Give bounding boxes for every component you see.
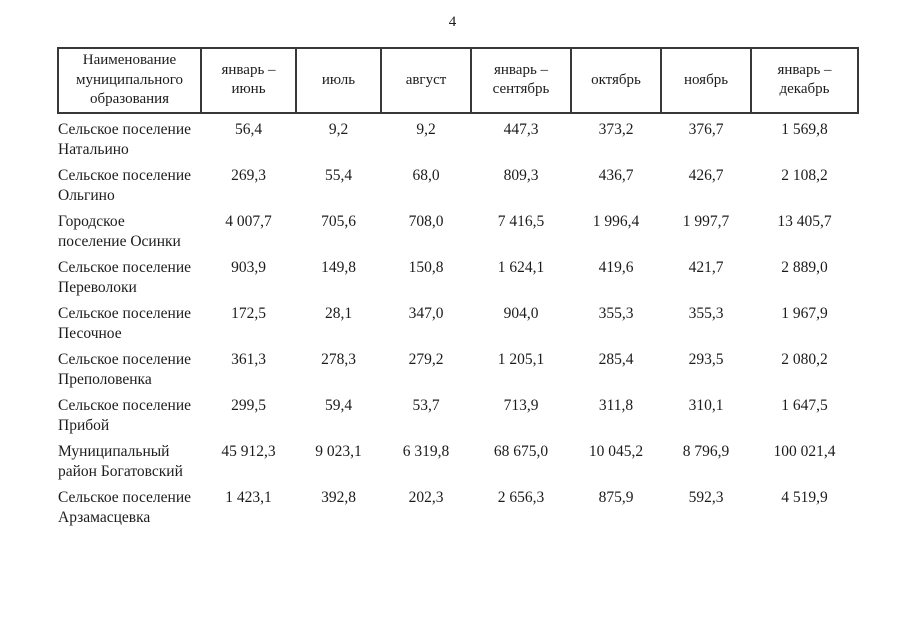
value-cell: 392,8	[321, 488, 356, 506]
value-cell: 4 519,9	[781, 488, 828, 506]
table-row: Сельское поселение Прибой 299,5 59,4 53,…	[58, 391, 858, 437]
value-cell: 903,9	[231, 258, 266, 276]
value-cell: 1 647,5	[781, 396, 828, 414]
header-cell-municipality: Наименование муниципального образования	[57, 47, 202, 114]
value-cell: 361,3	[231, 350, 266, 368]
value-cell: 9,2	[328, 120, 349, 138]
row-name: Сельское поселение Преполовенка	[58, 350, 191, 388]
value-cell: 2 108,2	[781, 166, 828, 184]
table-row: Сельское поселение Песочное 172,5 28,1 3…	[58, 299, 858, 345]
value-cell: 419,6	[598, 258, 634, 276]
value-cell: 705,6	[321, 212, 356, 230]
table-row: Сельское поселение Ольгино 269,3 55,4 68…	[58, 161, 858, 207]
value-cell: 172,5	[231, 304, 266, 322]
row-name: Сельское поселение Арзамасцевка	[58, 488, 191, 526]
value-cell: 8 796,9	[682, 442, 730, 460]
value-cell: 68,0	[412, 166, 440, 184]
value-cell: 202,3	[408, 488, 444, 506]
value-cell: 149,8	[321, 258, 356, 276]
value-cell: 45 912,3	[221, 442, 276, 460]
value-cell: 9,2	[416, 120, 436, 138]
value-cell: 436,7	[598, 166, 634, 184]
header-row: Наименование муниципального образования …	[57, 47, 859, 114]
header-cell-jan-jun: январь – июнь	[200, 47, 297, 114]
table-row: Сельское поселение Преполовенка 361,3 27…	[58, 345, 858, 391]
value-cell: 53,7	[412, 396, 440, 414]
table-row: Городское поселение Осинки 4 007,7 705,6…	[58, 207, 858, 253]
value-cell: 55,4	[324, 166, 353, 184]
row-name: Сельское поселение Песочное	[58, 304, 191, 342]
value-cell: 2 656,3	[497, 488, 545, 506]
value-cell: 269,3	[231, 166, 266, 184]
value-cell: 299,5	[231, 396, 266, 414]
value-cell: 875,9	[598, 488, 634, 506]
value-cell: 355,3	[688, 304, 724, 322]
value-cell: 421,7	[688, 258, 724, 276]
value-cell: 1 205,1	[497, 350, 545, 368]
table-row: Сельское поселение Арзамасцевка 1 423,1 …	[58, 483, 858, 529]
header-cell-jan-dec: январь – декабрь	[750, 47, 859, 114]
value-cell: 447,3	[503, 120, 539, 138]
value-cell: 2 889,0	[781, 258, 828, 276]
value-cell: 1 996,4	[592, 212, 640, 230]
value-cell: 285,4	[598, 350, 634, 368]
header-cell-oct: октябрь	[570, 47, 662, 114]
value-cell: 1 624,1	[497, 258, 545, 276]
value-cell: 59,4	[324, 396, 353, 414]
row-name: Сельское поселение Натальино	[58, 120, 191, 158]
value-cell: 150,8	[408, 258, 444, 276]
value-cell: 1 423,1	[225, 488, 272, 506]
header-cell-jul: июль	[295, 47, 382, 114]
value-cell: 10 045,2	[588, 442, 644, 460]
header-cell-aug: август	[380, 47, 472, 114]
value-cell: 56,4	[234, 120, 263, 138]
value-cell: 7 416,5	[497, 212, 545, 230]
header-cell-nov: ноябрь	[660, 47, 752, 114]
value-cell: 2 080,2	[781, 350, 828, 368]
value-cell: 713,9	[503, 396, 539, 414]
value-cell: 311,8	[598, 396, 634, 414]
value-cell: 1 967,9	[781, 304, 828, 322]
value-cell: 100 021,4	[773, 442, 836, 460]
page-number: 4	[448, 14, 457, 30]
value-cell: 9 023,1	[315, 442, 362, 460]
value-cell: 347,0	[408, 304, 444, 322]
value-cell: 809,3	[503, 166, 539, 184]
value-cell: 28,1	[324, 304, 353, 322]
table-row: Муниципальный район Богатовский 45 912,3…	[58, 437, 858, 483]
value-cell: 293,5	[688, 350, 724, 368]
table-row: Сельское поселение Переволоки 903,9 149,…	[58, 253, 858, 299]
header-cell-jan-sep: январь – сентябрь	[470, 47, 572, 114]
value-cell: 1 997,7	[682, 212, 730, 230]
value-cell: 4 007,7	[225, 212, 272, 230]
value-cell: 279,2	[408, 350, 444, 368]
value-cell: 592,3	[688, 488, 724, 506]
row-name: Муниципальный район Богатовский	[58, 442, 183, 480]
municipal-budget-table: Наименование муниципального образования …	[57, 47, 859, 529]
value-cell: 376,7	[688, 120, 724, 138]
value-cell: 278,3	[321, 350, 356, 368]
value-cell: 904,0	[503, 304, 539, 322]
value-cell: 1 569,8	[781, 120, 828, 138]
value-cell: 13 405,7	[777, 212, 832, 230]
row-name: Городское поселение Осинки	[58, 212, 181, 250]
value-cell: 310,1	[688, 396, 724, 414]
row-name: Сельское поселение Прибой	[58, 396, 191, 434]
value-cell: 708,0	[408, 212, 444, 230]
value-cell: 355,3	[598, 304, 634, 322]
row-name: Сельское поселение Переволоки	[58, 258, 191, 296]
value-cell: 68 675,0	[493, 442, 549, 460]
value-cell: 6 319,8	[402, 442, 450, 460]
value-cell: 373,2	[598, 120, 634, 138]
table-row: Сельское поселение Натальино 56,4 9,2 9,…	[58, 113, 858, 161]
row-name: Сельское поселение Ольгино	[58, 166, 191, 204]
value-cell: 426,7	[688, 166, 724, 184]
